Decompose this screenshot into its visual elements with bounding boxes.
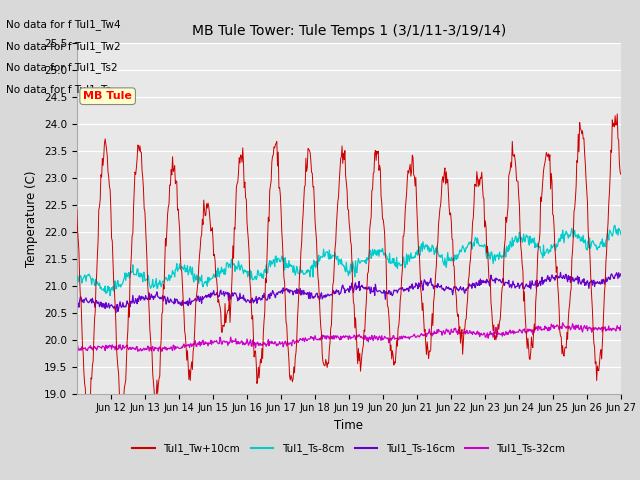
Legend: Tul1_Tw+10cm, Tul1_Ts-8cm, Tul1_Ts-16cm, Tul1_Ts-32cm: Tul1_Tw+10cm, Tul1_Ts-8cm, Tul1_Ts-16cm,… xyxy=(128,439,570,458)
Text: No data for f Tul1_Ts: No data for f Tul1_Ts xyxy=(6,84,111,95)
Title: MB Tule Tower: Tule Temps 1 (3/1/11-3/19/14): MB Tule Tower: Tule Temps 1 (3/1/11-3/19… xyxy=(191,24,506,38)
Text: No data for f Tul1_Ts2: No data for f Tul1_Ts2 xyxy=(6,62,118,73)
Text: No data for f Tul1_Tw2: No data for f Tul1_Tw2 xyxy=(6,41,121,52)
X-axis label: Time: Time xyxy=(334,419,364,432)
Y-axis label: Temperature (C): Temperature (C) xyxy=(25,170,38,267)
Text: No data for f Tul1_Tw4: No data for f Tul1_Tw4 xyxy=(6,19,121,30)
Text: MB Tule: MB Tule xyxy=(83,91,132,101)
